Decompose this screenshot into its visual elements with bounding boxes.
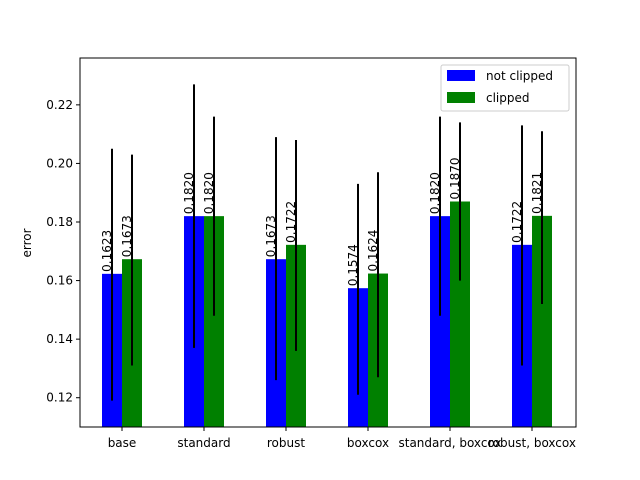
legend-label-clipped: clipped [486, 91, 530, 105]
data-label-not-clipped: 0.1574 [346, 244, 360, 286]
bar-clipped [204, 216, 224, 427]
data-label-clipped: 0.1624 [366, 230, 380, 272]
legend-swatch-clipped [447, 92, 475, 103]
data-label-clipped: 0.1673 [120, 215, 134, 257]
y-tick-label: 0.12 [46, 391, 73, 405]
y-tick-label: 0.22 [46, 98, 73, 112]
data-label-clipped: 0.1821 [530, 172, 544, 214]
x-axis: base standard robust boxcox standard, boxcox… [108, 427, 576, 450]
data-label-not-clipped: 0.1820 [182, 172, 196, 214]
plot-frame [79, 57, 577, 428]
data-label-not-clipped: 0.1820 [428, 172, 442, 214]
data-label-clipped: 0.1820 [202, 172, 216, 214]
x-tick-label: base [108, 436, 137, 450]
legend-label-not-clipped: not clipped [486, 69, 553, 83]
y-axis-label: error [20, 228, 34, 257]
bars-layer [102, 201, 552, 427]
x-tick-label: standard [177, 436, 230, 450]
data-labels-layer: 0.1623 0.1820 0.1673 0.1574 0.1820 0.1722 0.16… [100, 158, 544, 287]
x-tick-label: robust [267, 436, 305, 450]
x-tick-label: standard, boxcox [398, 436, 501, 450]
bar-clipped [532, 215, 552, 427]
y-tick-label: 0.20 [46, 156, 73, 170]
bar-not-clipped [430, 216, 450, 427]
error-bars-layer [111, 84, 543, 401]
bar-clipped [450, 201, 470, 427]
data-label-clipped: 0.1722 [284, 201, 298, 243]
y-tick-label: 0.16 [46, 274, 73, 288]
y-tick-label: 0.14 [46, 332, 73, 346]
data-label-not-clipped: 0.1722 [510, 201, 524, 243]
data-label-not-clipped: 0.1673 [264, 215, 278, 257]
legend: not clipped clipped [440, 64, 570, 112]
y-axis: 0.12 0.14 0.16 0.18 0.20 0.22 [46, 98, 80, 405]
x-tick-label: robust, boxcox [488, 436, 576, 450]
data-label-clipped: 0.1870 [448, 158, 462, 200]
data-label-not-clipped: 0.1623 [100, 230, 114, 272]
x-tick-label: boxcox [347, 436, 389, 450]
y-tick-label: 0.18 [46, 215, 73, 229]
legend-swatch-not-clipped [447, 70, 475, 81]
